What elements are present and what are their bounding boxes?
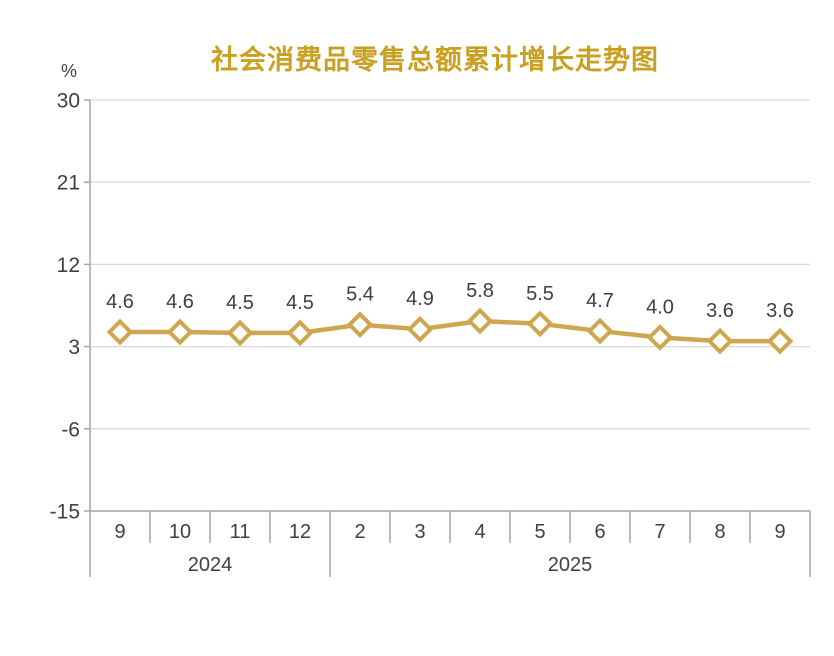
- data-point-marker: [346, 311, 374, 339]
- x-axis-month-label: 10: [169, 521, 191, 543]
- data-point-label: 5.4: [346, 284, 374, 306]
- data-point-marker: [706, 327, 734, 355]
- x-axis-month-label: 6: [594, 521, 605, 543]
- data-point-label: 5.5: [526, 283, 554, 305]
- x-axis-month-label: 5: [534, 521, 545, 543]
- y-axis-tick-label: 21: [57, 172, 80, 195]
- data-point-marker: [466, 307, 494, 335]
- y-axis-tick-label: 3: [68, 336, 80, 359]
- data-point-label: 4.5: [226, 292, 254, 314]
- data-point-marker: [106, 318, 134, 346]
- data-point-label: 4.6: [166, 291, 194, 313]
- x-axis-month-label: 9: [774, 521, 785, 543]
- data-point-marker: [286, 319, 314, 347]
- data-point-label: 4.7: [586, 290, 614, 312]
- y-axis-tick-label: 30: [57, 90, 80, 113]
- data-point-marker: [166, 318, 194, 346]
- x-axis-month-label: 3: [414, 521, 425, 543]
- x-axis-month-label: 7: [654, 521, 665, 543]
- x-axis-month-label: 8: [714, 521, 725, 543]
- y-axis-unit-label: %: [60, 61, 77, 81]
- y-axis-tick-label: 12: [57, 254, 80, 277]
- data-point-marker: [226, 319, 254, 347]
- x-axis-month-label: 11: [230, 521, 251, 543]
- x-axis-year-label: 2025: [548, 554, 593, 576]
- data-point-marker: [766, 327, 794, 355]
- data-point-label: 4.6: [106, 291, 134, 313]
- y-axis-tick-label: -15: [50, 501, 80, 524]
- data-point-label: 3.6: [706, 300, 734, 322]
- x-axis-year-label: 2024: [188, 554, 233, 576]
- data-line: [120, 318, 780, 344]
- chart-title: 社会消费品零售总额累计增长走势图: [211, 45, 659, 75]
- x-axis-month-label: 2: [354, 521, 365, 543]
- x-axis-month-label: 4: [474, 521, 485, 543]
- data-point-marker: [526, 310, 554, 338]
- data-point-marker: [406, 315, 434, 343]
- data-point-label: 5.8: [466, 280, 494, 302]
- data-point-label: 3.6: [766, 300, 794, 322]
- data-point-label: 4.5: [286, 292, 314, 314]
- x-axis-month-label: 12: [289, 521, 311, 543]
- data-point-marker: [646, 324, 674, 351]
- data-point-label: 4.0: [646, 296, 674, 318]
- y-axis-tick-label: -6: [61, 418, 80, 441]
- data-point-marker: [586, 317, 614, 345]
- x-axis-month-label: 9: [114, 521, 125, 543]
- data-point-label: 4.9: [406, 288, 434, 310]
